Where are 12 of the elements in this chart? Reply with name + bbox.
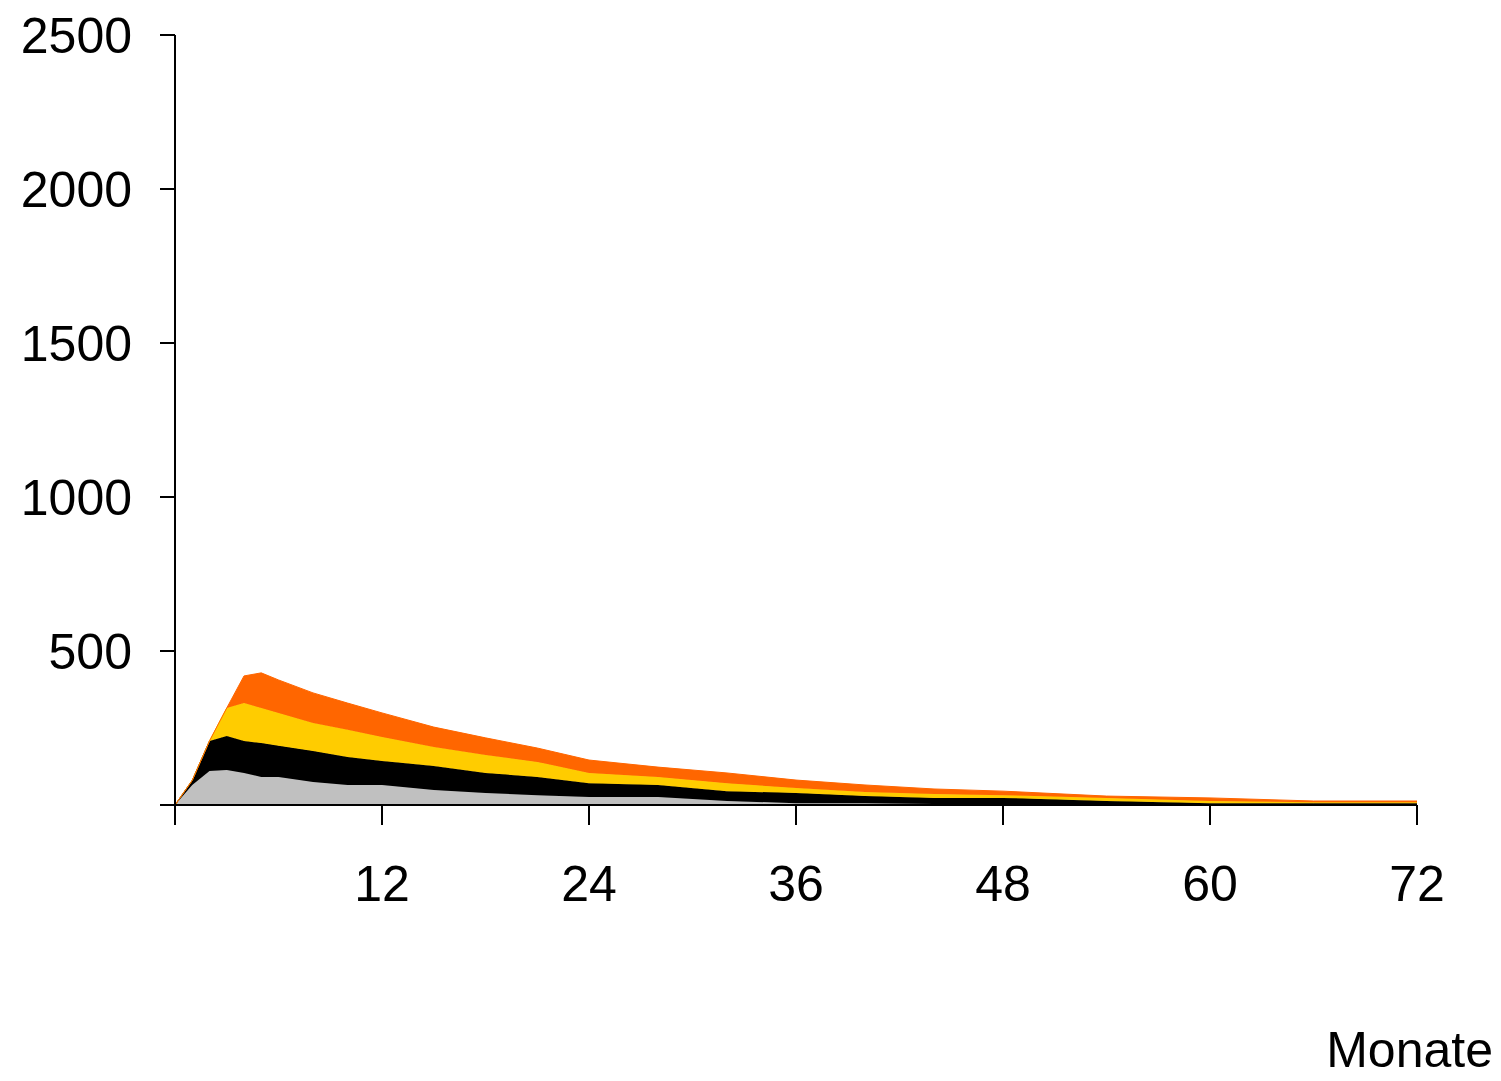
y-tick-label: 2500	[20, 7, 132, 64]
y-tick-label: 1000	[20, 469, 132, 526]
x-tick-label: 12	[354, 855, 410, 912]
x-tick-label: 60	[1182, 855, 1238, 912]
y-tick-label: 500	[48, 623, 132, 680]
x-axis-title: Monate	[1326, 1022, 1493, 1078]
y-tick-label: 1500	[20, 315, 132, 372]
x-tick-label: 36	[768, 855, 824, 912]
x-tick-label: 72	[1389, 855, 1445, 912]
y-tick-label: 2000	[20, 161, 132, 218]
x-tick-label: 24	[561, 855, 617, 912]
x-tick-label: 48	[975, 855, 1031, 912]
